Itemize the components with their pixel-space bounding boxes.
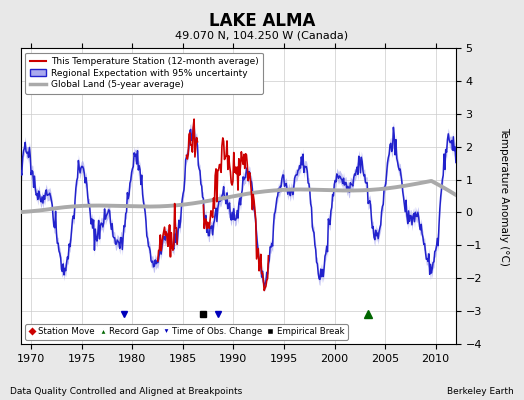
Text: Berkeley Earth: Berkeley Earth [447, 387, 514, 396]
Legend: Station Move, Record Gap, Time of Obs. Change, Empirical Break: Station Move, Record Gap, Time of Obs. C… [25, 324, 347, 340]
Text: Data Quality Controlled and Aligned at Breakpoints: Data Quality Controlled and Aligned at B… [10, 387, 243, 396]
Text: LAKE ALMA: LAKE ALMA [209, 12, 315, 30]
Y-axis label: Temperature Anomaly (°C): Temperature Anomaly (°C) [499, 126, 509, 266]
Text: 49.070 N, 104.250 W (Canada): 49.070 N, 104.250 W (Canada) [176, 30, 348, 40]
